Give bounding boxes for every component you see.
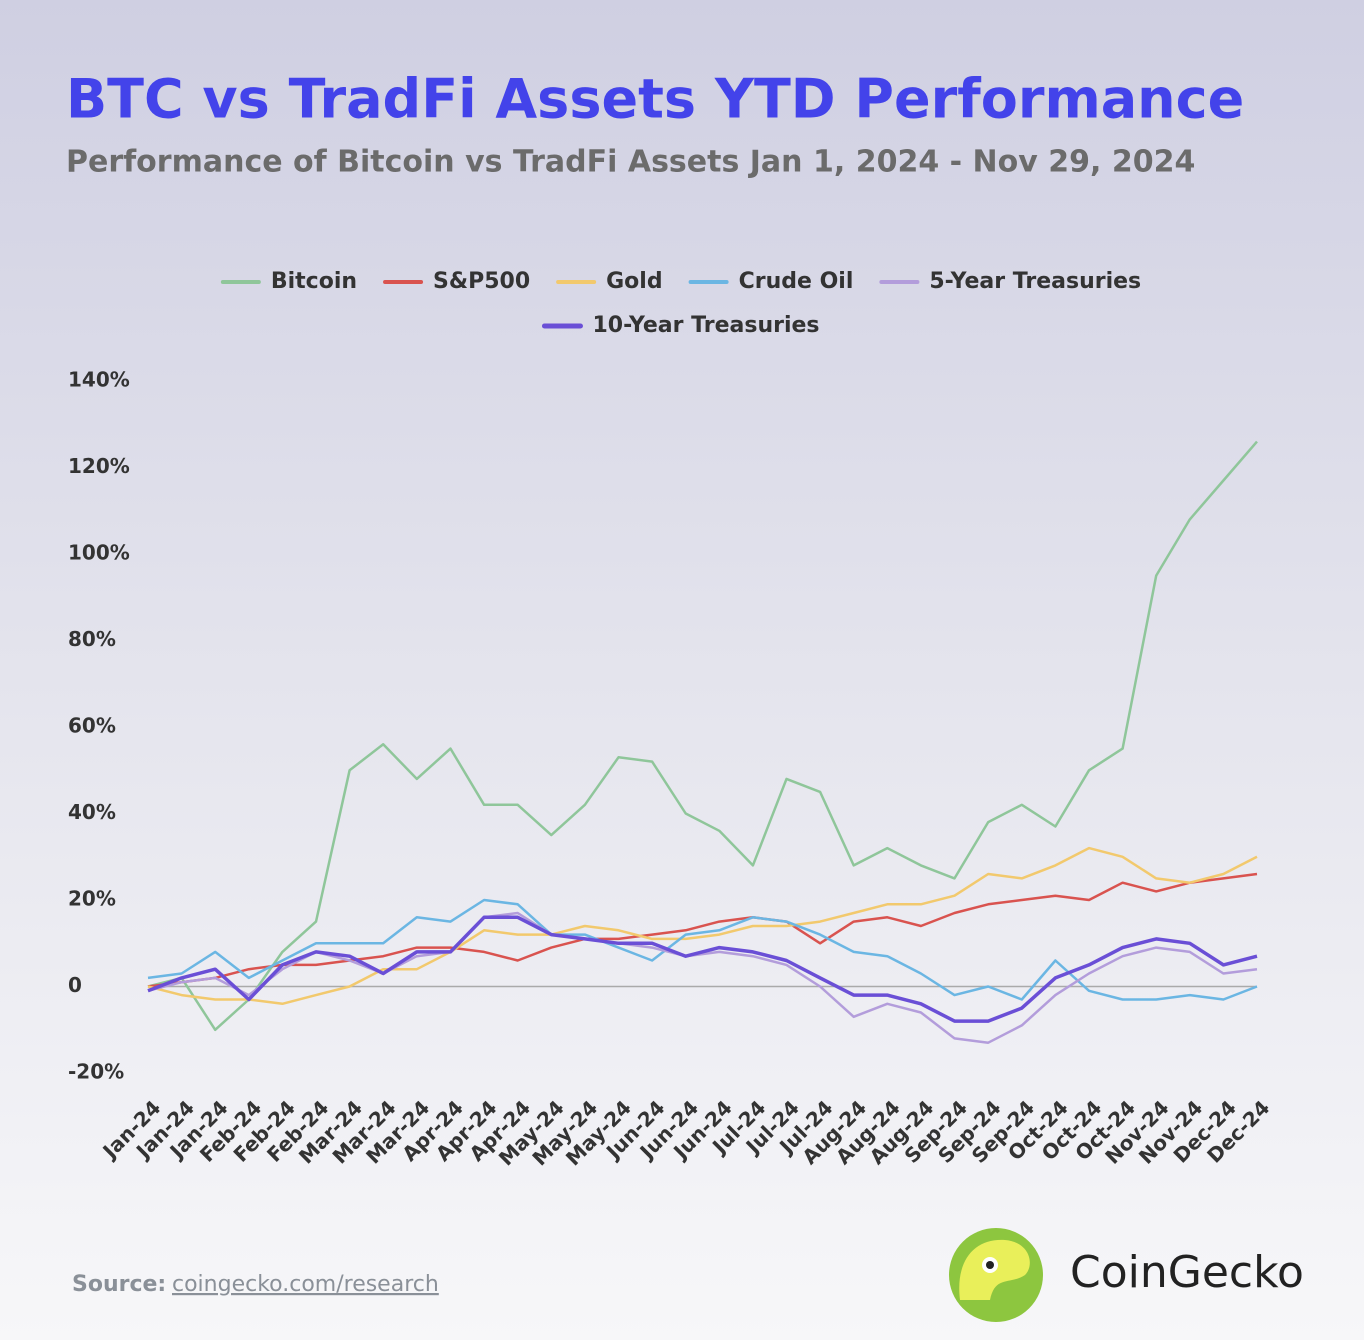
series-line <box>147 898 1258 1001</box>
y-tick-label: 0 <box>68 973 82 997</box>
source-label: Source: <box>72 1272 166 1297</box>
legend: Bitcoin S&P500 Gold Crude Oil 5-Year Treasur… <box>220 269 1141 338</box>
series-line <box>147 872 1258 988</box>
legend-label: 5-Year Treasuries <box>929 269 1141 294</box>
series-line <box>147 846 1258 1006</box>
brand-name: CoinGecko <box>1070 1247 1304 1298</box>
legend-label: Gold <box>606 269 662 294</box>
y-tick-label: 20% <box>68 887 116 911</box>
chart-subtitle: Performance of Bitcoin vs TradFi Assets … <box>66 145 1195 180</box>
legend-label: 10-Year Treasuries <box>592 313 819 338</box>
legend-label: S&P500 <box>433 269 530 294</box>
chart-title: BTC vs TradFi Assets YTD Performance <box>66 68 1244 131</box>
y-tick-label: 60% <box>68 714 116 738</box>
brand-logo <box>949 1228 1043 1322</box>
legend-label: Bitcoin <box>271 269 357 294</box>
y-tick-label: 140% <box>68 368 130 392</box>
y-tick-label: 40% <box>68 800 116 824</box>
series-line <box>147 915 1258 1023</box>
y-tick-label: 100% <box>68 541 130 565</box>
series-line <box>147 911 1258 1044</box>
series-line <box>147 440 1258 1032</box>
source-link[interactable]: coingecko.com/research <box>172 1272 439 1297</box>
legend-label: Crude Oil <box>739 269 854 294</box>
y-tick-label: 120% <box>68 454 130 478</box>
y-tick-label: 80% <box>68 627 116 651</box>
y-tick-label: -20% <box>68 1060 124 1084</box>
logo-pupil <box>986 1261 994 1269</box>
